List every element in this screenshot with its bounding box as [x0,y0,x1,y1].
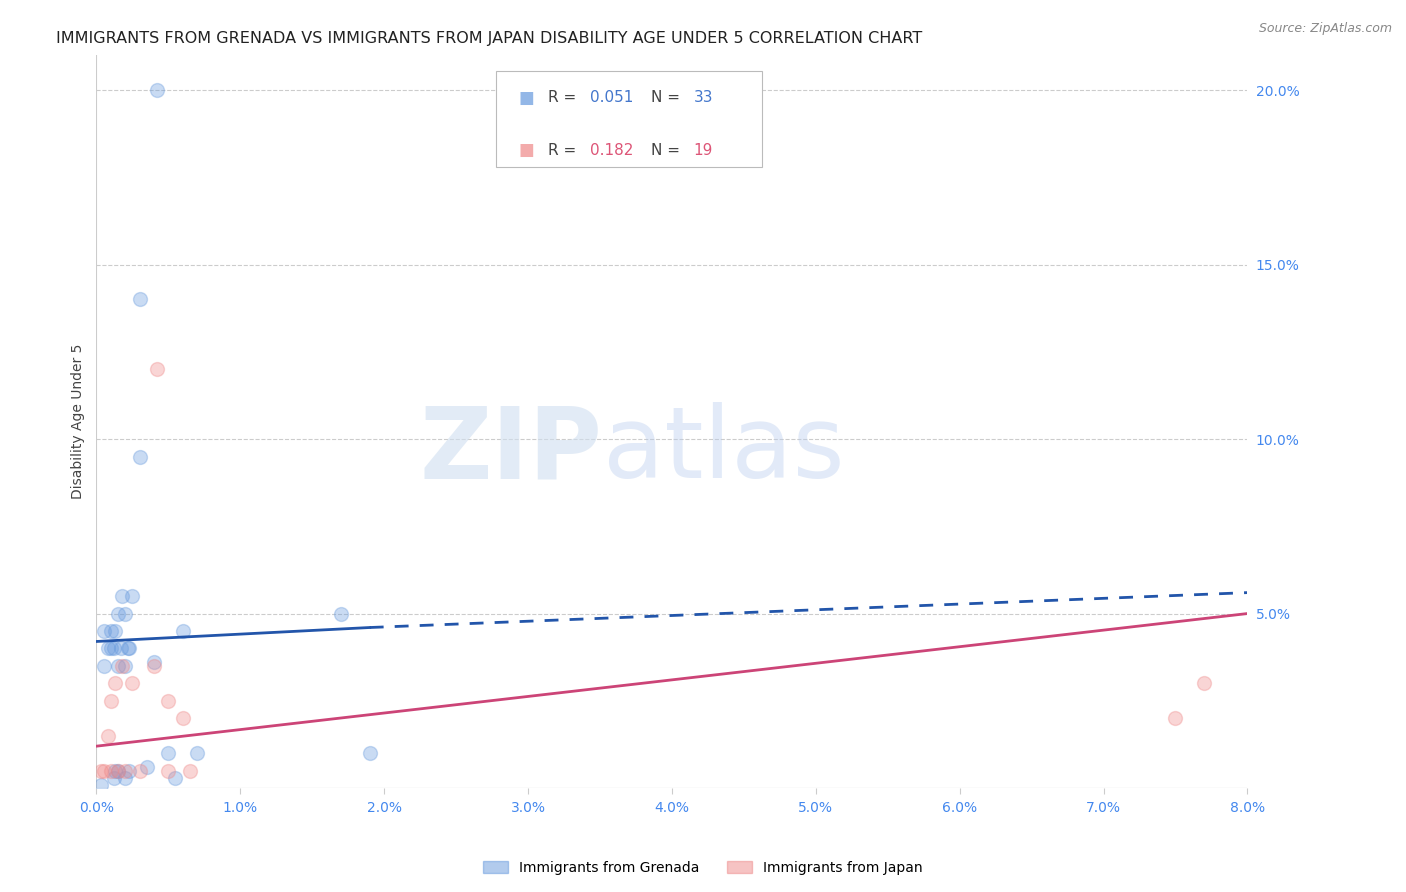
Point [93,659,115,673]
Text: atlas: atlas [603,402,845,500]
Text: R =: R = [547,90,581,105]
Point [128,450,150,464]
Point [135,760,157,774]
Point [172,624,194,638]
Text: ■: ■ [519,142,534,160]
Point [179,764,201,778]
Point [103,641,125,656]
Point [90,764,112,778]
Point [118,641,141,656]
Y-axis label: Disability Age Under 5: Disability Age Under 5 [72,344,86,500]
Point [103,771,125,785]
FancyBboxPatch shape [496,71,762,168]
Point [107,607,129,621]
Text: 0.182: 0.182 [591,143,634,158]
Point [142,656,165,670]
Point [117,641,139,656]
Point [107,764,129,778]
Point [146,83,169,97]
Point [107,659,129,673]
Point [97,729,120,743]
Point [121,676,143,690]
Text: 19: 19 [693,143,713,158]
Point [90,778,112,792]
Text: R =: R = [547,143,581,158]
Point [100,641,122,656]
Text: ZIP: ZIP [420,402,603,500]
Text: 0.051: 0.051 [591,90,634,105]
Point [100,764,122,778]
Point [114,771,136,785]
Point [329,607,352,621]
Point [146,362,169,376]
Point [111,589,134,603]
Point [121,589,143,603]
Point [128,764,150,778]
Point [93,764,115,778]
Point [118,764,141,778]
Point [1164,711,1187,725]
Point [157,746,180,760]
Point [111,659,134,673]
Text: Source: ZipAtlas.com: Source: ZipAtlas.com [1258,22,1392,36]
Point [104,764,127,778]
Legend: Immigrants from Grenada, Immigrants from Japan: Immigrants from Grenada, Immigrants from… [478,855,928,880]
Point [97,641,120,656]
Point [114,764,136,778]
Point [142,659,165,673]
Point [110,641,132,656]
Point [172,711,194,725]
Point [359,746,381,760]
Point [107,764,129,778]
Point [104,624,127,638]
Point [157,764,180,778]
Point [1192,676,1215,690]
Text: IMMIGRANTS FROM GRENADA VS IMMIGRANTS FROM JAPAN DISABILITY AGE UNDER 5 CORRELAT: IMMIGRANTS FROM GRENADA VS IMMIGRANTS FR… [56,31,922,46]
Point [93,624,115,638]
Text: 33: 33 [693,90,713,105]
Point [100,694,122,708]
Point [114,607,136,621]
Text: ■: ■ [519,88,534,107]
Text: N =: N = [651,143,685,158]
Point [157,694,180,708]
Point [128,293,150,307]
Point [186,746,208,760]
Point [100,624,122,638]
Point [104,676,127,690]
Point [114,659,136,673]
Point [165,771,187,785]
Text: N =: N = [651,90,685,105]
